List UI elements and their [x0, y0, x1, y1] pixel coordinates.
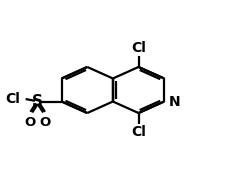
Text: S: S — [32, 94, 43, 109]
Text: Cl: Cl — [131, 125, 146, 139]
Text: Cl: Cl — [131, 41, 146, 55]
Text: O: O — [39, 116, 51, 129]
Text: Cl: Cl — [5, 92, 20, 106]
Text: N: N — [168, 94, 180, 109]
Text: O: O — [25, 116, 36, 129]
